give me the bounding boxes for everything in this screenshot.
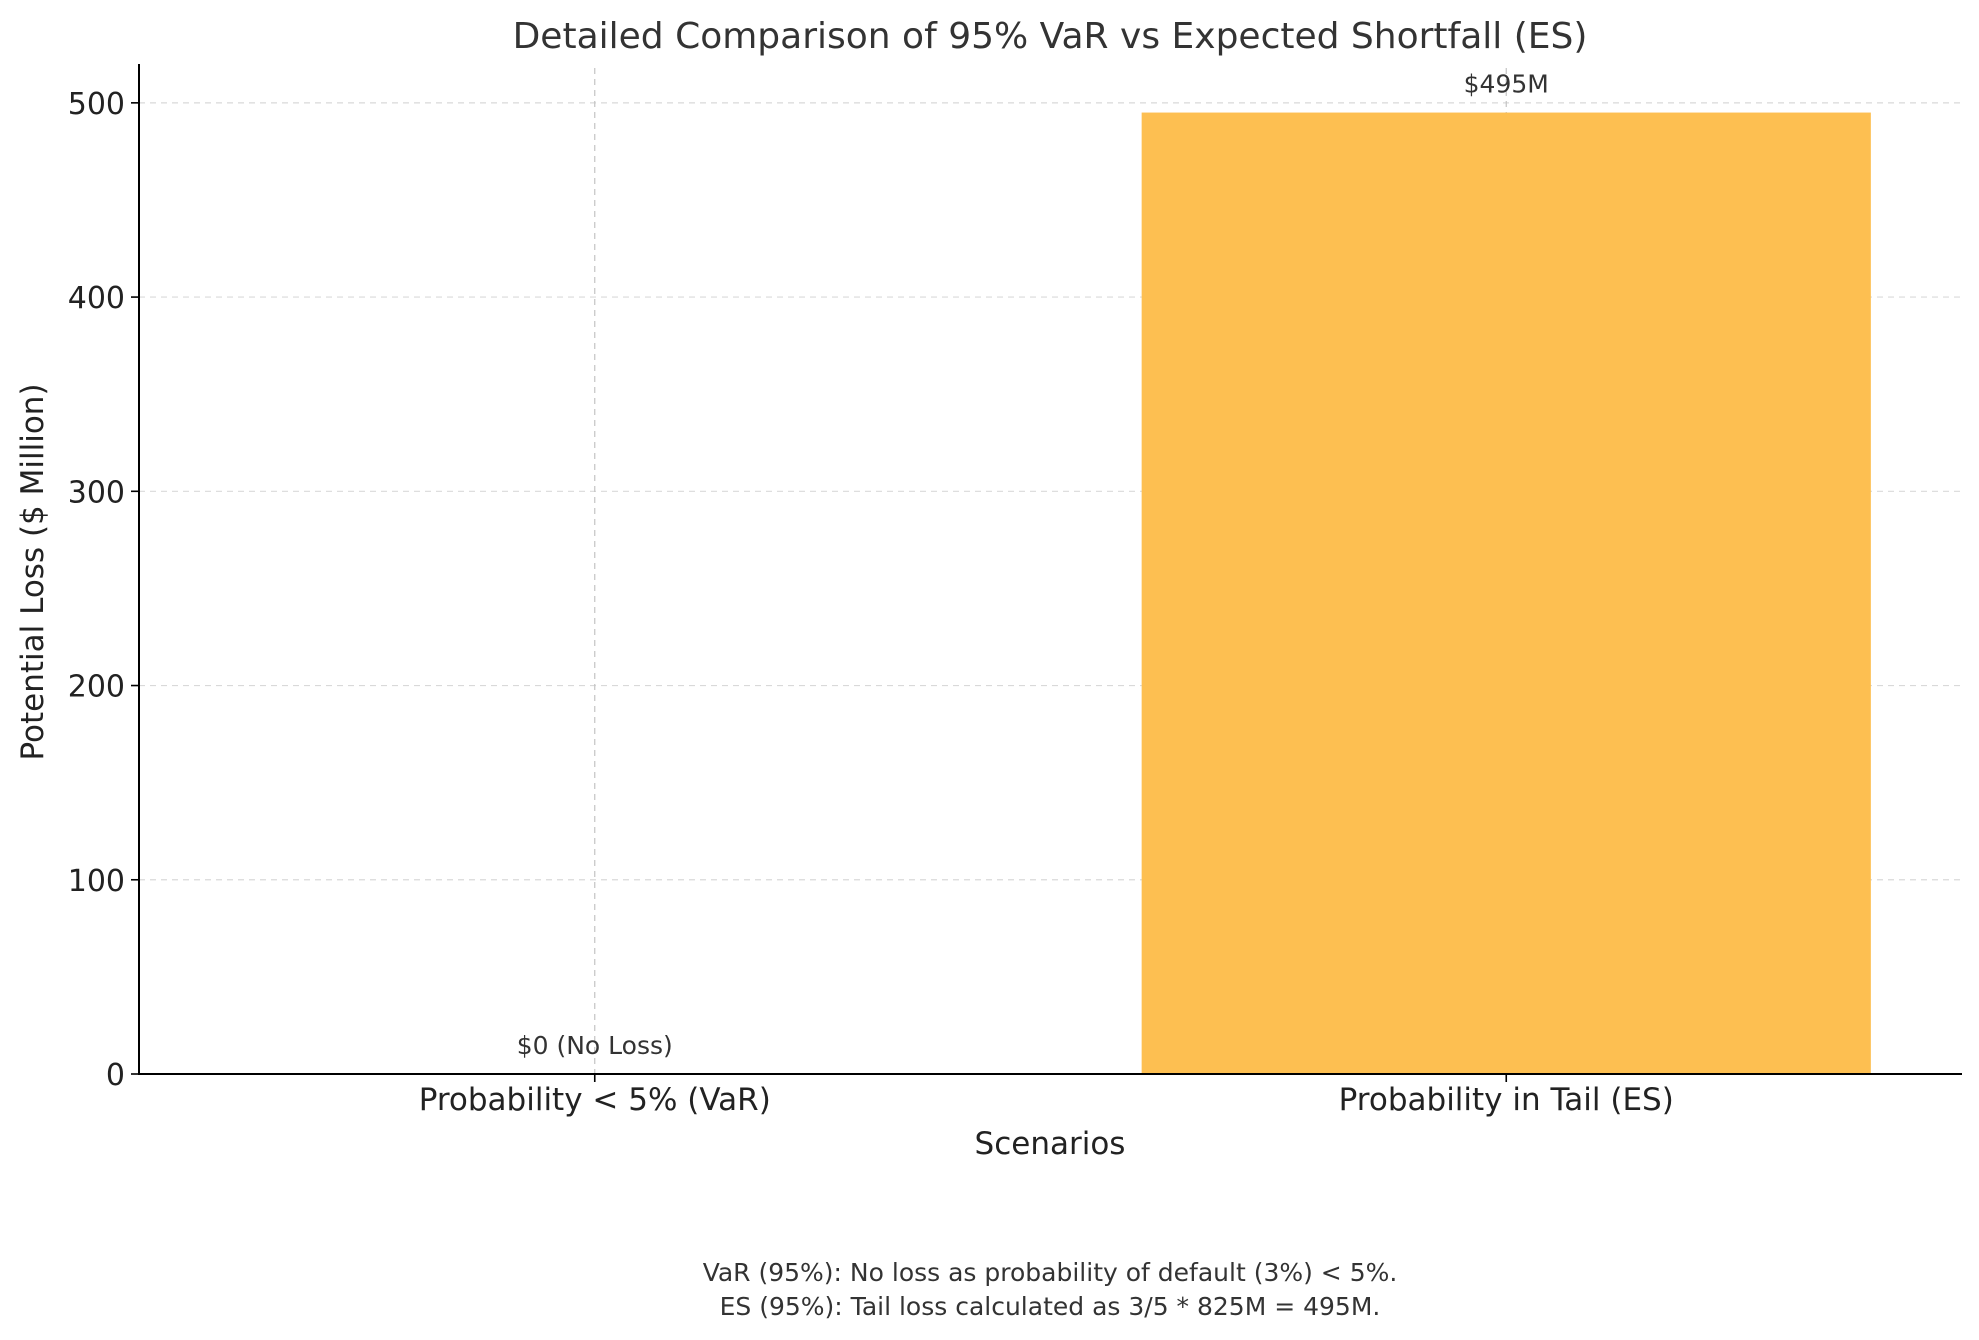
bar-value-label: $0 (No Loss)	[517, 1031, 673, 1060]
footnote-es: ES (95%): Tail loss calculated as 3/5 * …	[719, 1292, 1381, 1321]
y-tick-label: 100	[68, 864, 125, 899]
y-tick-label: 0	[106, 1058, 125, 1093]
axes-layer	[138, 64, 1962, 1075]
bar-value-label: $495M	[1464, 70, 1549, 99]
footnote-var: VaR (95%): No loss as probability of def…	[702, 1258, 1398, 1287]
ticks-layer: 0 100 200 300 400 500 Probability < 5% (VaR) Pr…	[68, 87, 1674, 1118]
chart-title: Detailed Comparison of 95% VaR vs Expect…	[513, 16, 1588, 57]
bar-labels-layer: $0 (No Loss) $495M	[517, 70, 1549, 1060]
x-tick-label: Probability < 5% (VaR)	[419, 1082, 771, 1118]
bars-layer	[1141, 112, 1871, 1075]
y-axis-label: Potential Loss ($ Million)	[15, 383, 51, 760]
bar-1	[1141, 112, 1871, 1075]
x-axis-label: Scenarios	[975, 1126, 1126, 1162]
y-tick-label: 300	[68, 475, 125, 510]
y-tick-label: 200	[68, 670, 125, 705]
y-tick-label: 500	[68, 87, 125, 122]
y-tick-label: 400	[68, 281, 125, 316]
x-tick-label: Probability in Tail (ES)	[1339, 1082, 1674, 1118]
